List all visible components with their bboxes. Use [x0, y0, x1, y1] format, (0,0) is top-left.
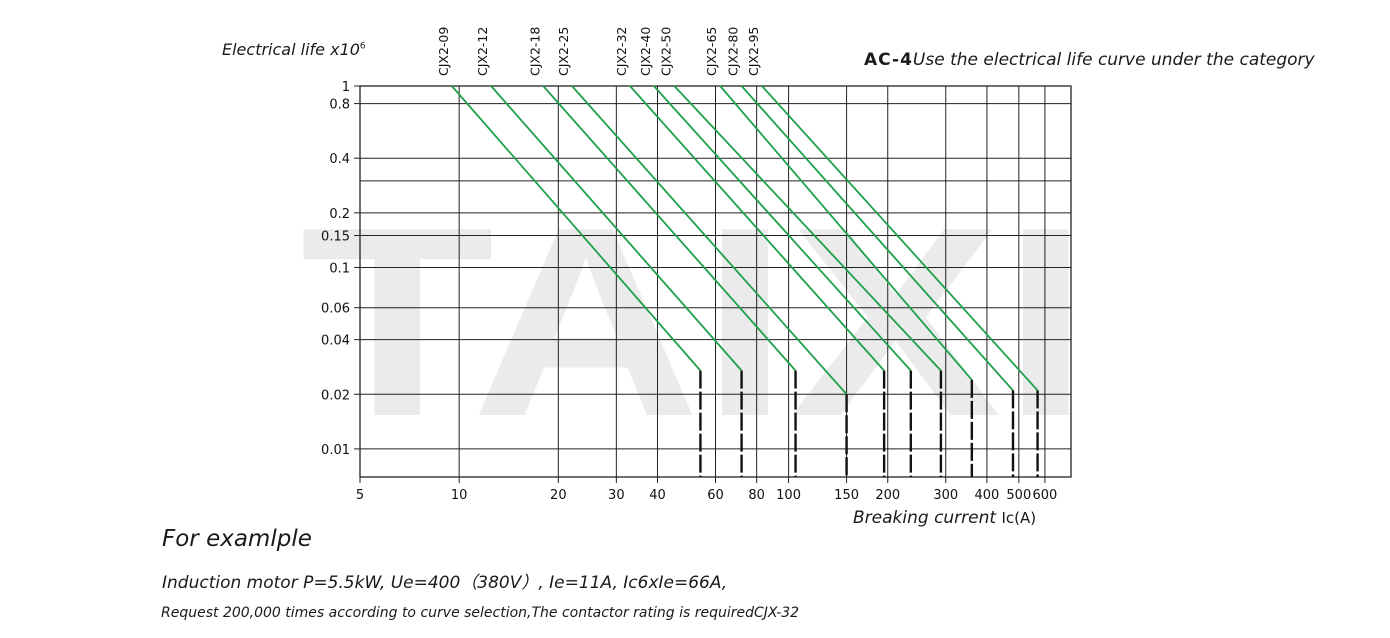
x-tick-label: 10 — [451, 488, 468, 503]
category-text: Use the electrical life curve under the … — [912, 50, 1315, 70]
category-label: AC-4 — [864, 50, 913, 70]
series-line — [653, 85, 912, 372]
series-label: CJX2-80 — [726, 27, 741, 76]
x-tick-label: 20 — [550, 488, 567, 503]
series-label: CJX2-95 — [746, 27, 761, 76]
series-line — [571, 85, 848, 395]
x-tick-label: 300 — [933, 488, 958, 503]
series-label: CJX2-09 — [436, 27, 451, 76]
y-tick-label: 0.1 — [329, 261, 350, 276]
x-tick-label: 80 — [748, 488, 765, 503]
x-tick-label: 600 — [1033, 488, 1058, 503]
x-tick-label: 30 — [608, 488, 625, 503]
y-tick-label: 1 — [342, 80, 350, 95]
y-tick-label: 0.8 — [329, 98, 350, 113]
category-heading: AC-4Use the electrical life curve under … — [864, 50, 1315, 70]
y-tick-label: 0.04 — [321, 334, 350, 349]
y-axis-title: Electrical life x106 — [222, 40, 366, 59]
series-line — [542, 85, 797, 372]
series-line — [490, 85, 743, 372]
y-tick-label: 0.06 — [321, 302, 350, 317]
x-tick-label: 60 — [707, 488, 724, 503]
watermark: TAIXI — [300, 172, 1090, 473]
series-label: CJX2-40 — [638, 27, 653, 76]
x-axis-title: Breaking current Ic(A) — [853, 508, 1036, 528]
series-line — [629, 85, 885, 372]
series-label: CJX2-12 — [475, 27, 490, 76]
x-tick-label: 500 — [1006, 488, 1031, 503]
x-tick-label: 40 — [649, 488, 666, 503]
series-line — [673, 85, 942, 372]
series-line — [719, 85, 973, 381]
series-label: CJX2-18 — [527, 27, 542, 76]
series-label: CJX2-32 — [614, 27, 629, 76]
series-label: CJX2-50 — [658, 27, 673, 76]
x-tick-label: 400 — [974, 488, 999, 503]
example-line-1: Induction motor P=5.5kW, Ue=400（380V）, I… — [162, 573, 728, 593]
example-heading: For examlple — [162, 526, 312, 552]
series-label: CJX2-25 — [556, 27, 571, 76]
y-tick-label: 0.02 — [321, 388, 350, 403]
example-line-2: Request 200,000 times according to curve… — [161, 605, 800, 621]
series-line — [451, 85, 702, 372]
y-tick-label: 0.15 — [321, 229, 350, 244]
series-label: CJX2-65 — [704, 27, 719, 76]
x-axis-unit: Ic(A) — [1001, 509, 1037, 527]
y-tick-label: 0.2 — [329, 207, 350, 222]
series-line — [740, 85, 1014, 392]
x-tick-label: 5 — [356, 488, 364, 503]
y-tick-label: 0.01 — [321, 443, 350, 458]
series-line — [761, 85, 1039, 392]
x-tick-label: 150 — [834, 488, 859, 503]
x-tick-label: 100 — [776, 488, 801, 503]
x-axis-label: Breaking current — [853, 508, 997, 528]
y-tick-label: 0.4 — [329, 152, 350, 167]
x-tick-label: 200 — [875, 488, 900, 503]
